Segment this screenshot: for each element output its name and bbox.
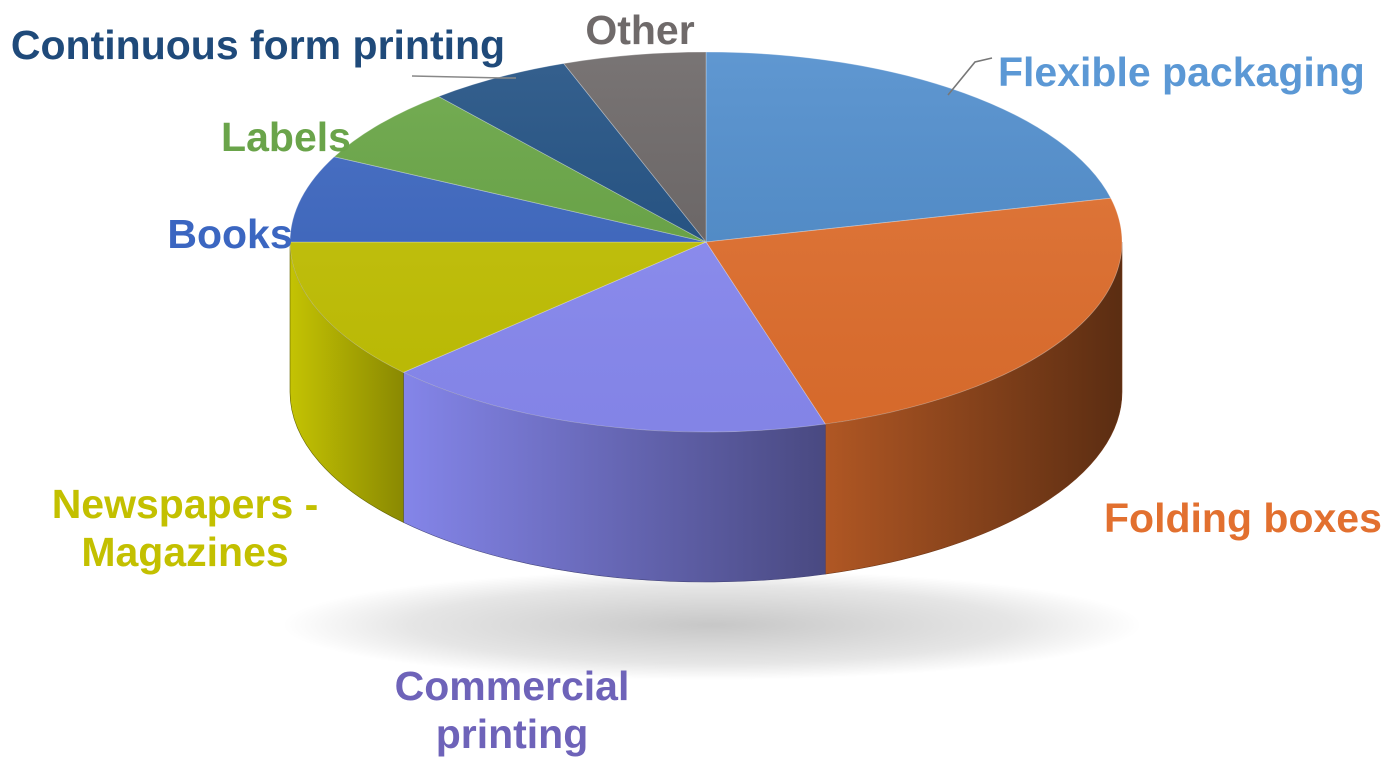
label-flexible-packaging: Flexible packaging <box>998 49 1365 95</box>
label-books: Books <box>167 211 292 257</box>
label-commercial-printing: Commercial printing <box>395 663 630 757</box>
label-other: Other <box>585 7 694 53</box>
pie-top-sheen <box>290 52 1122 432</box>
leader-lines <box>411 57 993 96</box>
label-folding-boxes: Folding boxes <box>1104 495 1382 541</box>
pie-side-walls <box>289 241 1123 583</box>
leader-line <box>947 57 993 96</box>
label-continuous-form-printing: Continuous form printing <box>11 22 505 68</box>
pie-shadow <box>282 570 1142 680</box>
label-labels: Labels <box>221 114 351 160</box>
label-newspapers-magazines: Newspapers -Magazines <box>52 481 319 575</box>
pie-top-faces <box>289 51 1123 433</box>
slice-labels: Flexible packaging Folding boxes Commercia… <box>11 7 1382 757</box>
leader-line <box>411 75 516 79</box>
